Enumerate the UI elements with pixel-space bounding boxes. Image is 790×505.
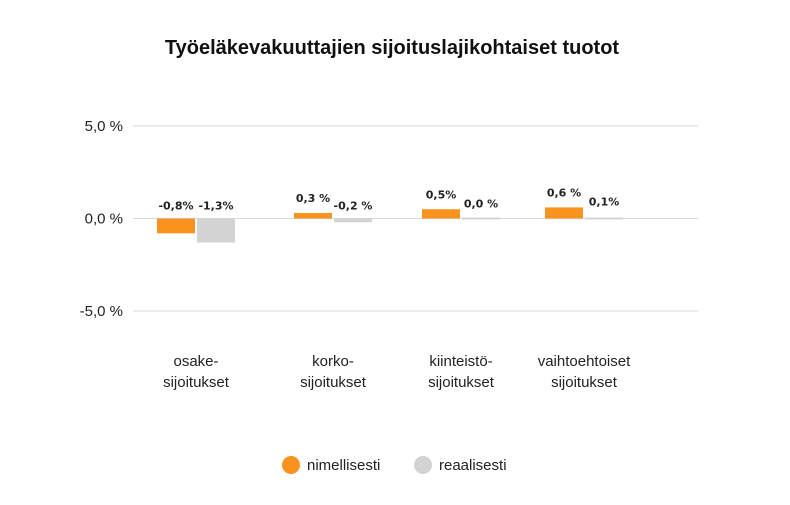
legend-label-nimellisesti: nimellisesti	[307, 457, 380, 474]
x-tick-label: sijoitukset	[300, 374, 367, 391]
x-tick-label: sijoitukset	[163, 374, 230, 391]
x-tick-label: korko-	[312, 353, 354, 370]
bar-nimellisesti	[157, 218, 195, 234]
bar-nimellisesti	[294, 212, 332, 219]
legend-label-reaalisesti: reaalisesti	[439, 457, 507, 474]
bar-nimellisesti	[422, 209, 460, 219]
data-label: 0,0 %	[464, 198, 498, 211]
data-label: 0,5%	[426, 188, 457, 201]
data-label: 0,1%	[589, 196, 620, 209]
bar-reaalisesti	[334, 218, 372, 223]
x-tick-label: osake-	[173, 353, 218, 370]
data-label: -1,3%	[198, 200, 233, 213]
y-tick-label: -5,0 %	[80, 303, 123, 320]
y-tick-label: 0,0 %	[85, 211, 123, 228]
data-label: 0,3 %	[296, 192, 330, 205]
bars	[157, 207, 623, 243]
data-label: 0,6 %	[547, 186, 581, 199]
bar-reaalisesti	[197, 218, 235, 243]
legend: nimellisesti reaalisesti	[282, 456, 507, 474]
data-labels: -0,8% -1,3% 0,3 % -0,2 % 0,5% 0,0 % 0,6 % 0,1%	[158, 186, 619, 212]
y-axis: 5,0 % 0,0 % -5,0 %	[80, 118, 123, 320]
legend-marker-nimellisesti	[282, 456, 300, 474]
x-tick-label: kiinteistö-	[429, 353, 492, 370]
x-tick-label: sijoitukset	[428, 374, 495, 391]
x-axis: osake-sijoitukset korko-sijoitukset kiinte…	[163, 353, 631, 391]
chart-title: Työeläkevakuuttajien sijoituslajikohtais…	[165, 37, 620, 59]
x-tick-label: sijoitukset	[551, 374, 618, 391]
legend-marker-reaalisesti	[414, 456, 432, 474]
bar-reaalisesti	[585, 217, 623, 220]
data-label: -0,8%	[158, 200, 193, 213]
data-label: -0,2 %	[334, 200, 373, 213]
x-tick-label: vaihtoehtoiset	[538, 353, 631, 370]
bar-reaalisesti	[462, 217, 500, 220]
y-tick-label: 5,0 %	[85, 118, 123, 135]
bar-nimellisesti	[545, 207, 583, 219]
